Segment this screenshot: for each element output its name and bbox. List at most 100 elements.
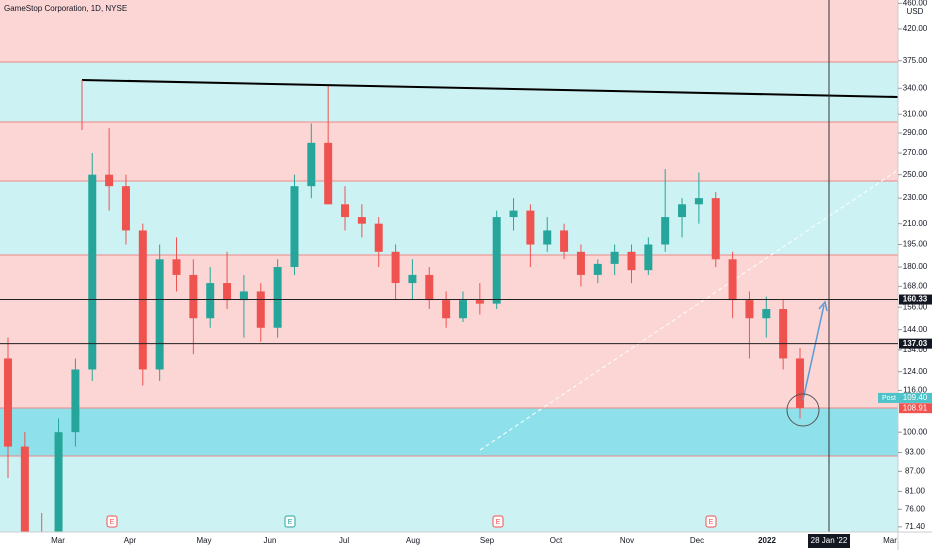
y-tick-label: 460.00 xyxy=(903,0,928,7)
candle-body xyxy=(593,263,602,275)
x-tick-label: Dec xyxy=(690,536,704,545)
x-tick-label: Nov xyxy=(620,536,634,545)
y-tick-label: 168.00 xyxy=(903,281,928,290)
candle-body xyxy=(88,174,97,370)
earnings-marker xyxy=(284,515,296,528)
candle-body xyxy=(610,251,619,264)
candle-body xyxy=(189,274,198,319)
candle-body xyxy=(678,204,687,218)
x-tick-label: Jun xyxy=(264,536,277,545)
arrow xyxy=(802,304,825,401)
candle-body xyxy=(105,174,114,187)
chart-title: GameStop Corporation, 1D, NYSE xyxy=(4,4,127,13)
candle-body xyxy=(796,358,804,408)
candle-body xyxy=(290,186,299,268)
x-tick-label: Mar xyxy=(51,536,65,545)
candle-body xyxy=(341,204,350,218)
candle-body xyxy=(425,274,434,301)
candle-body xyxy=(20,446,29,532)
x-tick-label: Aug xyxy=(406,536,420,545)
level-label: 137.03 xyxy=(903,339,928,348)
zone xyxy=(0,408,898,456)
candle-body xyxy=(391,251,400,284)
candle-body xyxy=(543,230,552,245)
y-tick-label: 71.40 xyxy=(905,522,926,531)
candle-body xyxy=(206,283,215,319)
earnings-marker xyxy=(705,515,717,528)
y-tick-label: 195.00 xyxy=(903,240,928,249)
candle-body xyxy=(475,300,484,304)
zone xyxy=(0,255,898,408)
candle-body xyxy=(576,251,585,275)
y-tick-label: 270.00 xyxy=(903,148,928,157)
post-name: Post xyxy=(882,395,896,402)
candle-body xyxy=(627,251,636,271)
level-tag xyxy=(899,294,932,305)
candle-body xyxy=(694,198,703,205)
candle-body xyxy=(661,217,670,245)
y-tick-label: 310.00 xyxy=(903,109,928,118)
x-tick-label: Mar xyxy=(883,536,897,545)
post-tag xyxy=(878,392,932,403)
zone-borders xyxy=(0,61,898,457)
level-tag xyxy=(899,338,932,349)
y-unit: USD xyxy=(907,7,924,16)
earnings-marker xyxy=(106,515,118,528)
candle-body xyxy=(374,223,383,252)
y-tick-label: 250.00 xyxy=(903,170,928,179)
candle-body xyxy=(728,259,737,301)
earnings-label: E xyxy=(110,519,115,526)
x-tick-label: Apr xyxy=(124,536,137,545)
y-tick-label: 93.00 xyxy=(905,448,926,457)
zone xyxy=(0,122,898,181)
y-tick-label: 420.00 xyxy=(903,24,928,33)
y-tick-label: 87.00 xyxy=(905,466,926,475)
candle-body xyxy=(239,291,248,301)
y-tick-label: 340.00 xyxy=(903,83,928,92)
earnings-label: E xyxy=(496,519,501,526)
y-tick-label: 116.00 xyxy=(903,386,927,395)
candle-body xyxy=(711,198,720,260)
candle-body xyxy=(273,267,282,328)
last-tag xyxy=(899,403,932,414)
zone xyxy=(0,181,898,255)
x-tick-label: May xyxy=(196,536,211,545)
candle-body xyxy=(560,230,569,252)
candle-body xyxy=(155,259,164,370)
candle-body xyxy=(644,244,653,271)
x-tick-label: 2022 xyxy=(758,536,776,545)
candle-body xyxy=(172,259,181,275)
circle xyxy=(786,393,820,427)
level-label: 160.33 xyxy=(903,295,928,304)
candles xyxy=(4,84,804,533)
y-tick-label: 375.00 xyxy=(903,56,928,65)
candle-body xyxy=(4,358,12,447)
candle-body xyxy=(442,300,451,319)
candle-body xyxy=(779,309,788,359)
last-label: 108.91 xyxy=(903,403,928,412)
time-axis xyxy=(0,532,932,550)
crosshair-date: 28 Jan '22 xyxy=(811,536,848,545)
y-tick-label: 124.00 xyxy=(903,367,928,376)
y-tick-label: 156.00 xyxy=(903,302,928,311)
candle-body xyxy=(408,274,417,284)
y-tick-label: 100.00 xyxy=(903,427,928,436)
post-label: 109.40 xyxy=(903,393,928,402)
candle-body xyxy=(745,300,754,319)
crosshair-tag xyxy=(808,534,850,548)
y-tick-label: 230.00 xyxy=(903,193,928,202)
y-tick-label: 76.00 xyxy=(905,504,926,513)
earnings-marker xyxy=(492,515,504,528)
candle-body xyxy=(71,369,80,433)
candle-body xyxy=(762,309,771,319)
earnings-label: E xyxy=(288,519,293,526)
candle-body xyxy=(307,142,316,187)
candle-body xyxy=(121,186,130,231)
candle-body xyxy=(357,217,366,224)
candle-body xyxy=(458,300,467,319)
candle-body xyxy=(324,142,333,205)
arrow-head xyxy=(818,300,828,312)
x-tick-label: Jul xyxy=(339,536,349,545)
x-tick-label: Sep xyxy=(480,536,495,545)
